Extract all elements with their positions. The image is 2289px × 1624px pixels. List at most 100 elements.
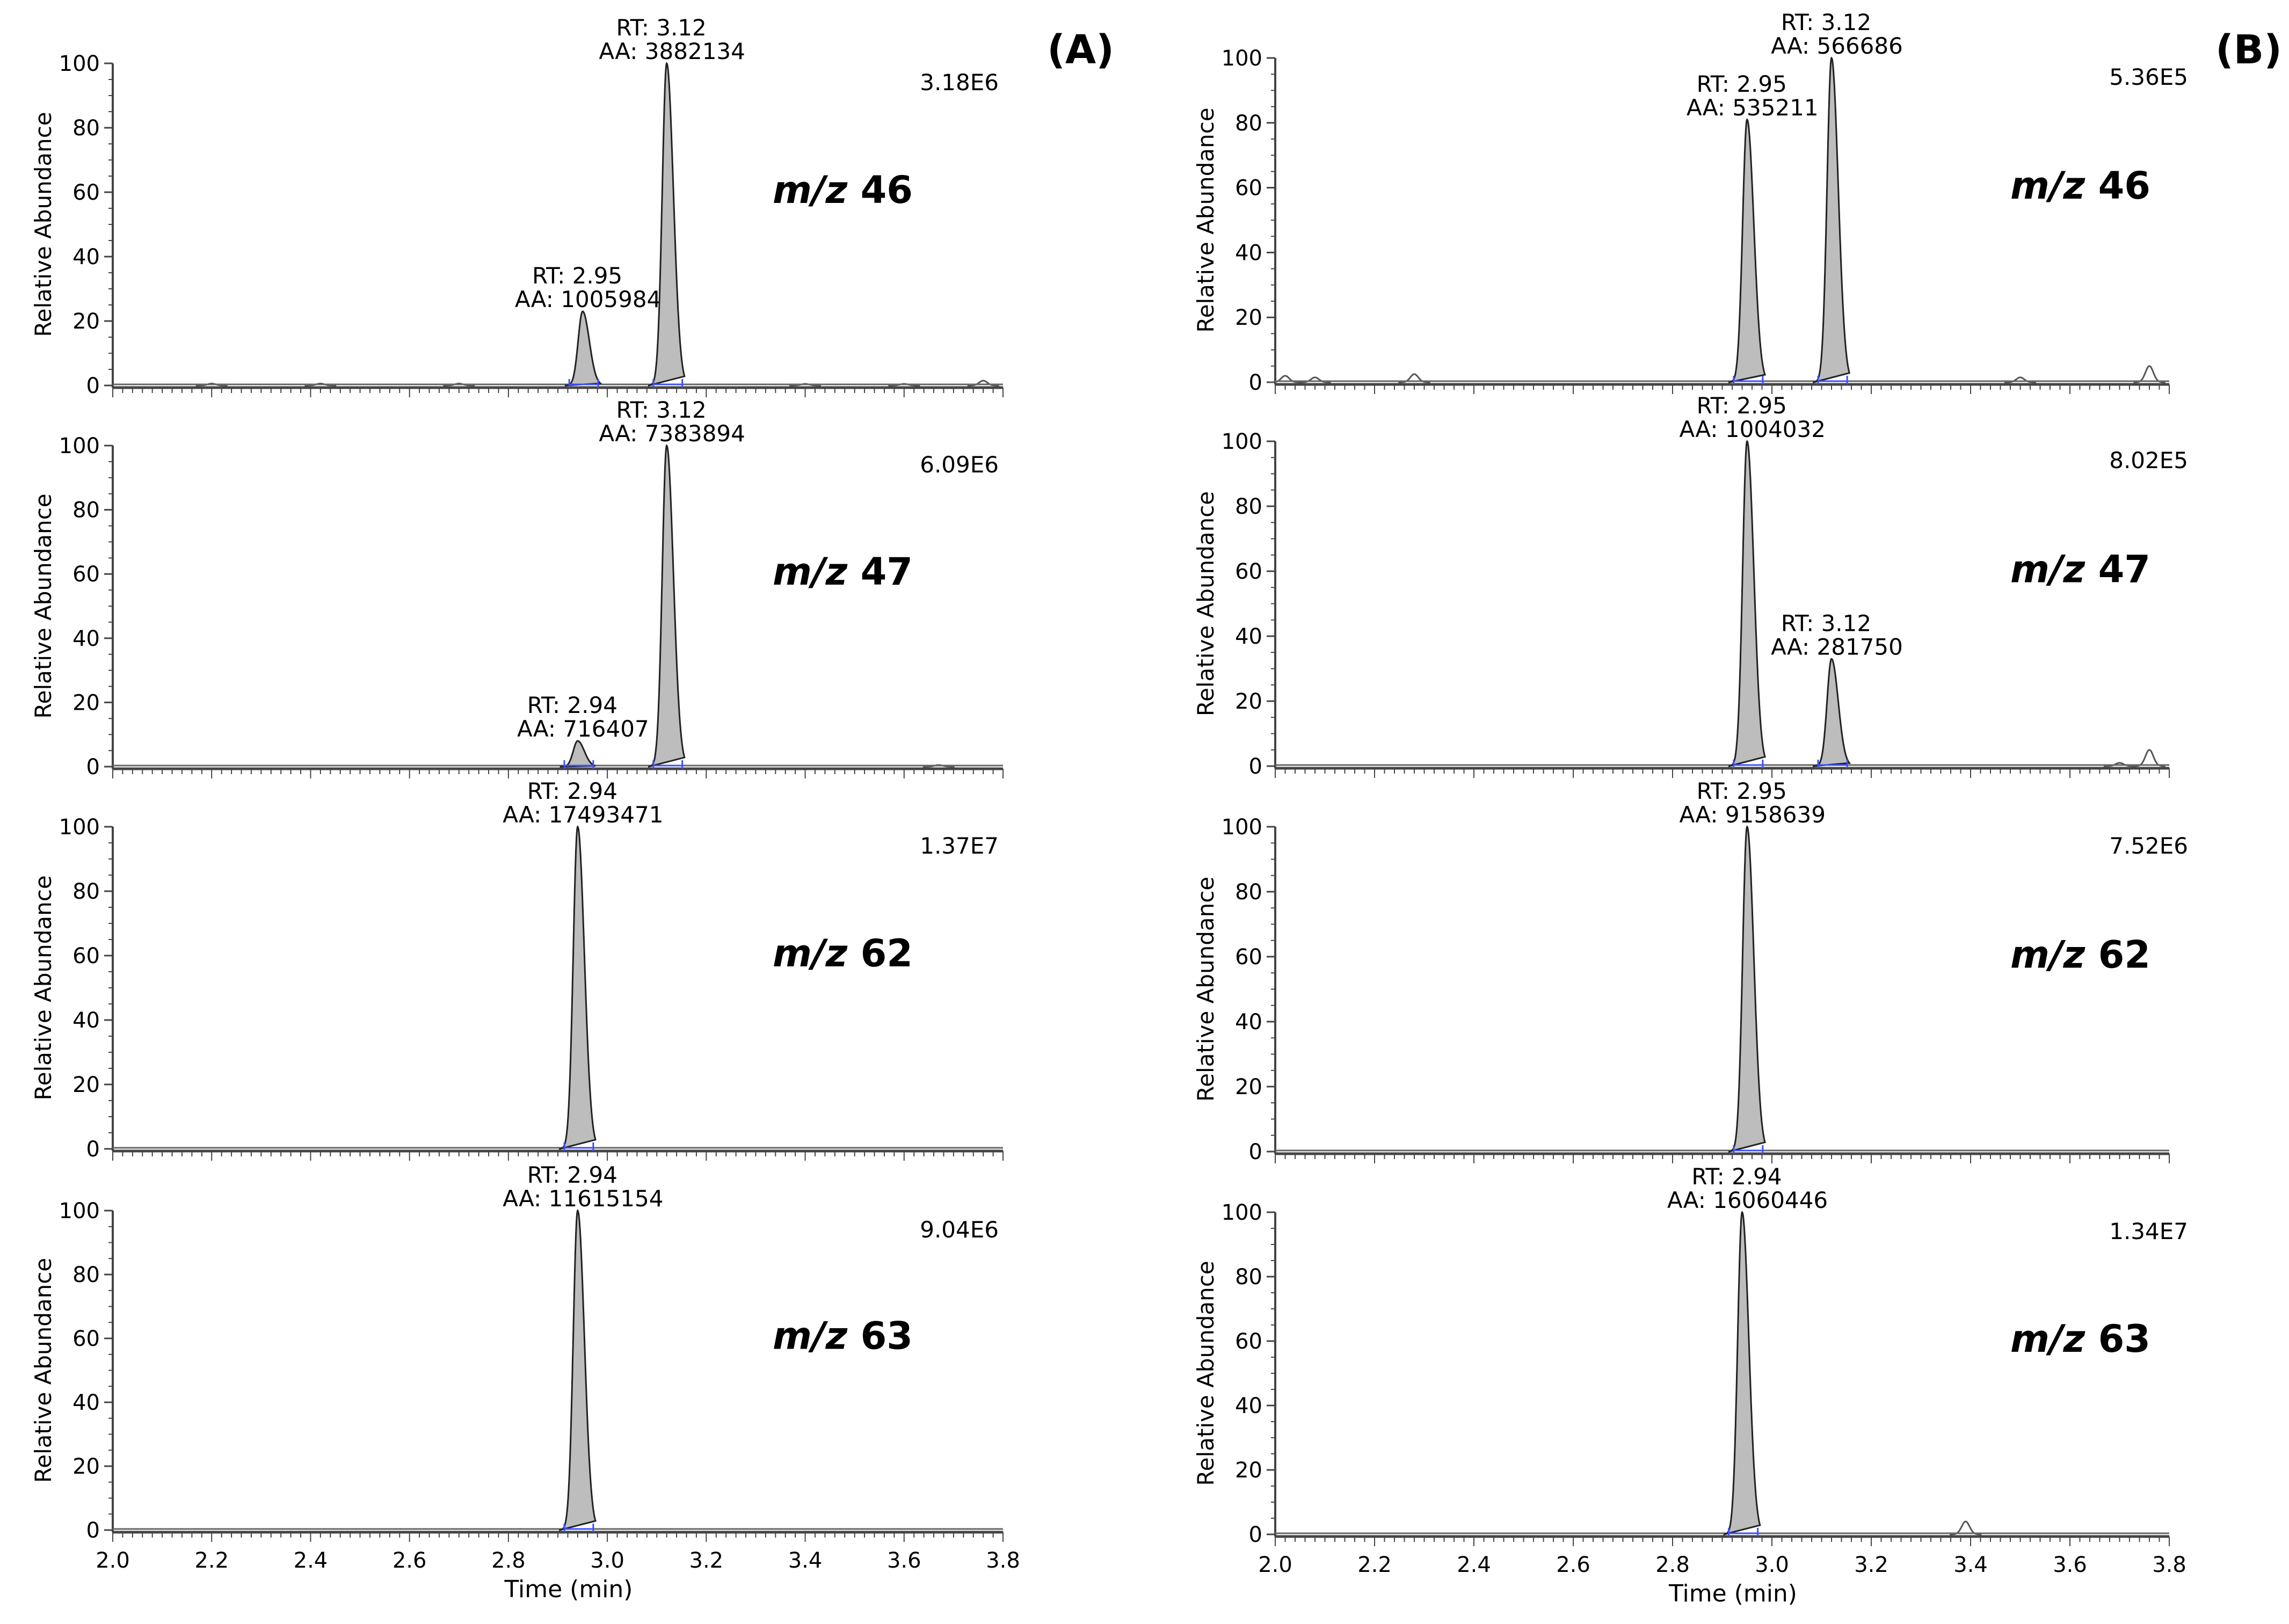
peak-mz63-0 <box>559 1209 597 1531</box>
peak-rt-label: RT: 2.94 <box>1691 1163 1782 1190</box>
mz-value: 63 <box>861 1314 913 1358</box>
normalization-level: 6.09E6 <box>920 451 999 478</box>
x-tick-label: 2.6 <box>1556 1553 1590 1577</box>
y-tick-label: 0 <box>86 1518 100 1543</box>
mz-label: m/z 46 <box>2010 164 2150 208</box>
y-tick-label: 20 <box>72 1454 100 1479</box>
y-tick-label: 60 <box>1235 945 1262 970</box>
normalization-level: 5.36E5 <box>2109 64 2188 90</box>
y-tick-label: 0 <box>1249 754 1262 779</box>
y-tick-label: 20 <box>72 309 100 334</box>
peak-rt-label: RT: 3.12 <box>616 14 707 41</box>
panel-letter: (A) <box>1047 27 1114 73</box>
peak-mz47-0 <box>1728 440 1766 767</box>
y-axis-label: Relative Abundance <box>30 112 56 337</box>
y-tick-label: 100 <box>59 1199 100 1224</box>
y-tick-label: 60 <box>72 1327 100 1351</box>
y-tick-label: 100 <box>1222 46 1262 71</box>
panel-letter: (B) <box>2215 27 2282 73</box>
peak-rt-label: RT: 2.95 <box>532 263 622 289</box>
peak-mz47-1 <box>1813 658 1851 767</box>
peak-rt-label: RT: 2.94 <box>527 692 617 718</box>
x-tick-label: 2.0 <box>1258 1553 1292 1577</box>
mz-label: m/z 47 <box>2010 548 2150 592</box>
peak-aa-label: AA: 3882134 <box>599 38 745 64</box>
x-tick-label: 2.6 <box>393 1548 427 1573</box>
mz-value: 46 <box>861 168 913 212</box>
x-tick-label: 2.8 <box>1655 1553 1690 1577</box>
x-tick-label: 2.4 <box>294 1548 328 1573</box>
x-tick-label: 3.8 <box>2152 1553 2186 1577</box>
peak-aa-label: AA: 535211 <box>1687 94 1819 121</box>
x-tick-label: 2.2 <box>194 1548 229 1573</box>
baseline-bump <box>1950 1520 1982 1535</box>
peak-rt-label: RT: 2.95 <box>1697 71 1787 97</box>
normalization-level: 8.02E5 <box>2109 447 2188 474</box>
y-tick-label: 20 <box>72 1073 100 1097</box>
peak-rt-label: RT: 2.94 <box>527 778 617 804</box>
mz-value: 62 <box>861 931 913 975</box>
y-tick-label: 80 <box>72 879 100 904</box>
y-tick-label: 40 <box>72 1390 100 1415</box>
peak-aa-label: AA: 9158639 <box>1680 802 1826 828</box>
y-tick-label: 100 <box>1222 1200 1262 1225</box>
y-axis-label: Relative Abundance <box>30 875 56 1100</box>
y-tick-label: 60 <box>72 180 100 205</box>
y-tick-label: 40 <box>1235 624 1262 649</box>
baseline-bump <box>967 380 999 387</box>
mz-label: m/z 62 <box>773 931 913 975</box>
y-tick-label: 80 <box>1235 880 1262 905</box>
peak-aa-label: AA: 11615154 <box>503 1185 663 1212</box>
y-tick-label: 60 <box>1235 176 1262 201</box>
peak-mz62-0 <box>559 825 597 1150</box>
y-axis-label: Relative Abundance <box>1193 107 1219 332</box>
y-tick-label: 100 <box>59 434 100 458</box>
y-tick-label: 100 <box>59 52 100 76</box>
peak-aa-label: AA: 281750 <box>1771 633 1903 660</box>
y-tick-label: 60 <box>1235 1329 1262 1354</box>
normalization-level: 1.34E7 <box>2109 1218 2188 1244</box>
y-tick-label: 20 <box>1235 1075 1262 1099</box>
mz-value: 46 <box>2098 164 2150 208</box>
peak-mz47-1 <box>648 444 686 768</box>
mz-label: m/z 63 <box>773 1314 913 1358</box>
y-tick-label: 0 <box>86 1137 100 1162</box>
y-tick-label: 80 <box>1235 111 1262 136</box>
y-tick-label: 80 <box>1235 1265 1262 1290</box>
y-tick-label: 20 <box>72 690 100 715</box>
peak-aa-label: AA: 17493471 <box>503 802 663 828</box>
x-tick-label: 2.8 <box>491 1548 526 1573</box>
y-tick-label: 40 <box>72 1008 100 1033</box>
peak-rt-label: RT: 2.94 <box>527 1162 617 1188</box>
y-tick-label: 60 <box>72 944 100 968</box>
mz-prefix: m/z <box>773 931 861 975</box>
mz-prefix: m/z <box>773 168 861 212</box>
mz-prefix: m/z <box>773 1314 861 1358</box>
y-tick-label: 60 <box>72 562 100 587</box>
baseline-bump <box>304 382 337 387</box>
y-tick-label: 0 <box>1249 370 1262 395</box>
x-tick-label: 3.4 <box>1953 1553 1988 1577</box>
x-tick-label: 2.2 <box>1357 1553 1392 1577</box>
y-tick-label: 40 <box>72 627 100 651</box>
peak-rt-label: RT: 3.12 <box>1781 610 1871 636</box>
mz-value: 47 <box>2098 548 2150 592</box>
peak-rt-label: RT: 2.95 <box>1697 392 1787 419</box>
peak-mz63-0 <box>1723 1211 1761 1535</box>
y-tick-label: 20 <box>1235 305 1262 330</box>
peak-mz46-0 <box>1728 118 1767 383</box>
mz-value: 63 <box>2098 1317 2150 1361</box>
mz-label: m/z 47 <box>773 550 913 594</box>
x-tick-label: 3.2 <box>689 1548 724 1573</box>
y-axis-label: Relative Abundance <box>30 1258 56 1483</box>
x-tick-label: 3.2 <box>1854 1553 1888 1577</box>
mz-prefix: m/z <box>2010 1317 2098 1361</box>
x-axis-label: Time (min) <box>1668 1580 1797 1607</box>
y-tick-label: 80 <box>72 498 100 523</box>
peak-mz46-0 <box>564 310 602 387</box>
baseline-bump <box>1299 376 1331 383</box>
panel-a: (A) 0 20 40 60 80 100 Relative Abundance RT: 2.9… <box>30 14 1114 1603</box>
y-tick-label: 40 <box>1235 1010 1262 1035</box>
